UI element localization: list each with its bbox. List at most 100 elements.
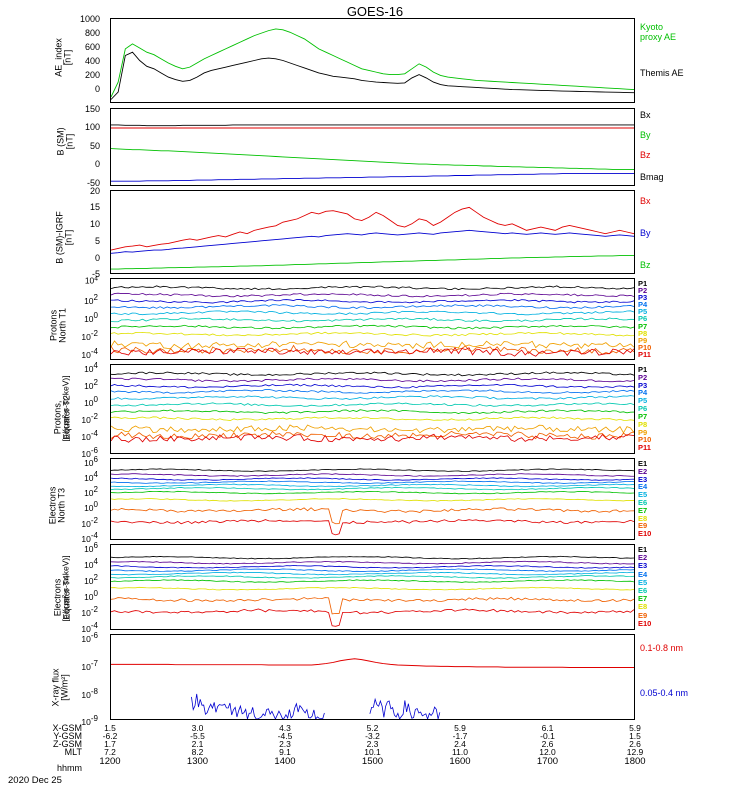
legend-item-e5: E5 bbox=[638, 577, 648, 587]
legend-item-e6: E6 bbox=[638, 498, 648, 507]
ytick: 10-2 bbox=[81, 605, 98, 618]
legend-item-p1: P1 bbox=[638, 279, 648, 288]
legend-item-p5: P5 bbox=[638, 307, 648, 317]
x-axis-value: 5.9 bbox=[454, 723, 466, 733]
ytick: 104 bbox=[84, 361, 98, 374]
x-axis-value: 1.5 bbox=[104, 723, 116, 733]
x-axis-row-label-mlt: MLT bbox=[64, 747, 82, 757]
x-axis-value: -0.1 bbox=[540, 731, 555, 741]
legend-item-p5: P5 bbox=[638, 396, 648, 406]
ytick: -5 bbox=[91, 269, 100, 279]
ytick: 106 bbox=[84, 541, 98, 554]
x-axis-value: 11.0 bbox=[452, 747, 468, 757]
legend-item-e1: E1 bbox=[638, 459, 648, 468]
ytick: 10-4 bbox=[81, 347, 98, 360]
ytick: 20 bbox=[89, 186, 100, 196]
legend-item-e8: E8 bbox=[638, 602, 648, 612]
legend-item-e5: E5 bbox=[638, 490, 648, 500]
ytick: 10-6 bbox=[81, 446, 98, 459]
ytick: 150 bbox=[84, 104, 100, 114]
x-axis-value: 2.3 bbox=[279, 739, 291, 749]
legend-item-e10: E10 bbox=[638, 529, 652, 539]
legend-item-p3: P3 bbox=[638, 380, 648, 390]
legend-item-p9: P9 bbox=[638, 427, 648, 437]
ytick: 10-8 bbox=[81, 687, 98, 700]
legend-item-p6: P6 bbox=[638, 404, 648, 414]
ytick: 104 bbox=[84, 557, 98, 570]
x-tick-label: 1700 bbox=[536, 756, 559, 767]
x-axis-value: -3.2 bbox=[365, 731, 380, 741]
ytick: 10-4 bbox=[81, 429, 98, 442]
ytick: 102 bbox=[84, 573, 98, 586]
legend-item-p7: P7 bbox=[638, 411, 648, 421]
legend-item-e9: E9 bbox=[638, 610, 648, 620]
x-axis-value: 8.2 bbox=[191, 747, 204, 757]
x-axis-value: 2.6 bbox=[629, 739, 641, 749]
legend-item-p3: P3 bbox=[638, 293, 648, 303]
legend-xray-long: 0.1-0.8 nm bbox=[640, 643, 684, 653]
x-axis-value: -5.5 bbox=[190, 731, 205, 741]
legend-item-e9: E9 bbox=[638, 521, 648, 531]
legend-item-e7: E7 bbox=[638, 505, 648, 515]
legend-item-e3: E3 bbox=[638, 561, 648, 571]
legend-bz: Bz bbox=[640, 150, 651, 160]
x-axis-value: 12.0 bbox=[539, 747, 556, 757]
ytick: 50 bbox=[89, 141, 100, 151]
legend-by: By bbox=[640, 228, 651, 238]
legend-item-p2: P2 bbox=[638, 372, 648, 382]
ytick: 10-7 bbox=[81, 659, 98, 672]
legend-item-e2: E2 bbox=[638, 553, 648, 563]
ytick: 100 bbox=[84, 122, 100, 132]
ytick: 104 bbox=[84, 275, 98, 286]
x-axis-value: -6.2 bbox=[102, 731, 118, 741]
x-axis-value: 9.1 bbox=[279, 747, 291, 757]
ytick: 10-2 bbox=[81, 516, 98, 529]
legend-item-e7: E7 bbox=[638, 594, 648, 604]
panel-b-sm bbox=[110, 108, 635, 186]
ytick: 600 bbox=[84, 42, 100, 52]
legend-item-e6: E6 bbox=[638, 586, 648, 595]
ytick: 0 bbox=[94, 84, 100, 94]
ytick: 10-9 bbox=[81, 714, 98, 727]
ytick: 102 bbox=[84, 378, 98, 391]
legend-bz: Bz bbox=[640, 260, 651, 270]
x-axis-value: 12.9 bbox=[626, 747, 644, 757]
legend-item-e4: E4 bbox=[638, 482, 648, 492]
x-axis-value: 1.7 bbox=[104, 739, 116, 749]
ytick: 10-6 bbox=[81, 631, 98, 644]
legend-item-p4: P4 bbox=[638, 300, 648, 310]
legend-item-e2: E2 bbox=[638, 466, 648, 476]
ytick: 104 bbox=[84, 470, 98, 483]
page-title: GOES-16 bbox=[346, 4, 404, 19]
x-tick-label: 1300 bbox=[186, 756, 209, 767]
ytick: -50 bbox=[86, 178, 100, 188]
x-axis-value: 6.1 bbox=[541, 723, 554, 733]
panel-electrons-north-t3 bbox=[110, 458, 635, 540]
x-tick-label: 1500 bbox=[361, 756, 384, 767]
legend-item-e3: E3 bbox=[638, 474, 648, 484]
legend-item-e1: E1 bbox=[638, 545, 648, 554]
legend-item-p2: P2 bbox=[638, 286, 648, 296]
legend-item-p10: P10 bbox=[638, 342, 652, 352]
x-axis-value: 10.1 bbox=[364, 747, 381, 757]
footer-date: 2020 Dec 25 bbox=[8, 775, 62, 786]
x-axis-value: 2.1 bbox=[191, 739, 204, 749]
x-axis-value: -4.5 bbox=[277, 731, 293, 741]
panel-protons-north-t1 bbox=[110, 278, 635, 360]
ytick: 102 bbox=[84, 485, 98, 498]
ytick: 10-2 bbox=[81, 329, 98, 342]
legend-item-p10: P10 bbox=[638, 435, 652, 445]
x-tick-label: 1800 bbox=[624, 756, 646, 767]
ytick: 100 bbox=[84, 500, 98, 513]
legend-item-p7: P7 bbox=[638, 321, 648, 331]
ytick: 100 bbox=[84, 311, 98, 324]
legend-bmag: Bmag bbox=[640, 172, 664, 182]
x-axis-value: 5.9 bbox=[629, 723, 641, 733]
x-axis-value: 4.3 bbox=[279, 723, 291, 733]
legend-item-p1: P1 bbox=[638, 365, 648, 374]
panel-b-sm-igrf bbox=[110, 190, 635, 274]
x-axis-row-label-x-gsm: X-GSM bbox=[52, 723, 82, 733]
ytick: 10-4 bbox=[81, 621, 98, 634]
legend-item-p4: P4 bbox=[638, 388, 648, 398]
x-tick-label: 1400 bbox=[274, 756, 296, 767]
